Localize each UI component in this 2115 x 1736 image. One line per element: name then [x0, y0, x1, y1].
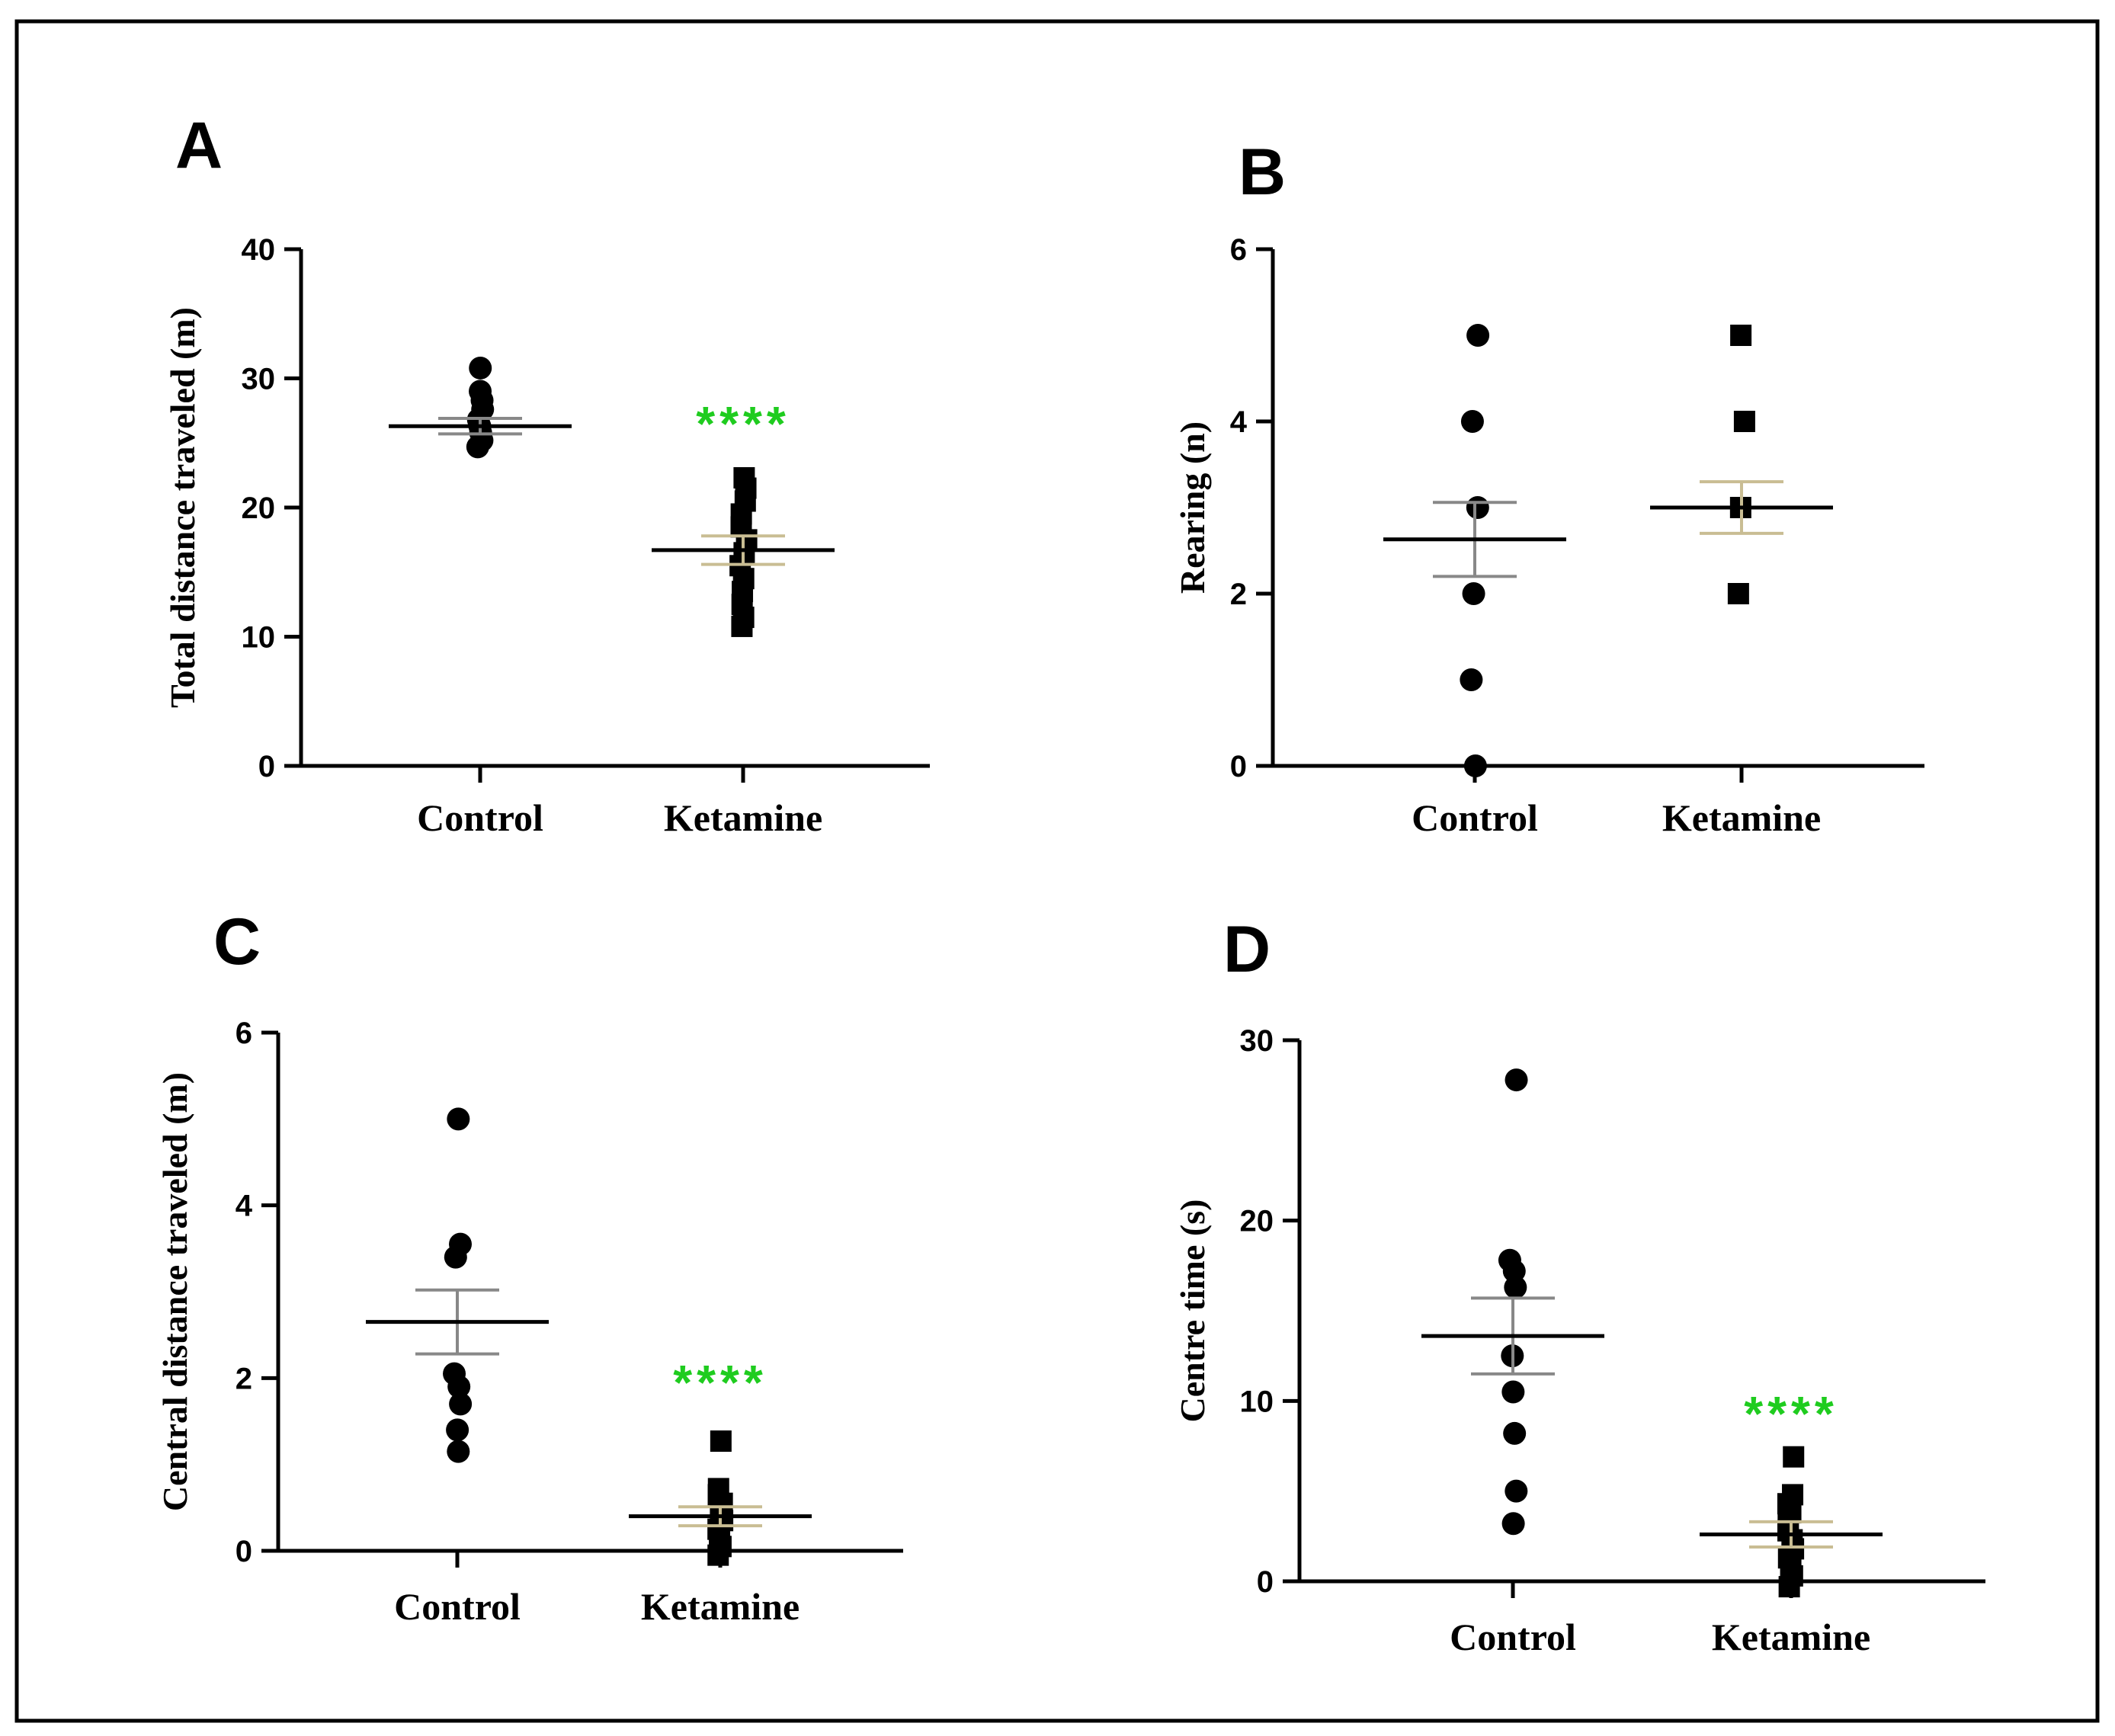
- data-point: [447, 1107, 470, 1131]
- x-category-label: Control: [1450, 1616, 1576, 1658]
- x-category-label: Ketamine: [664, 796, 822, 839]
- y-tick-label: 0: [1230, 750, 1247, 783]
- y-axis-label: Rearing (n): [1173, 421, 1212, 594]
- significance-label: ****: [673, 1355, 767, 1410]
- y-tick-label: 6: [1230, 233, 1247, 267]
- significance-label: ****: [1744, 1386, 1838, 1441]
- x-category-label: Control: [394, 1585, 521, 1628]
- data-point: [1460, 410, 1484, 433]
- data-point: [1498, 1248, 1521, 1272]
- y-axis-label: Total distance traveled (m): [163, 307, 202, 708]
- data-point: [1783, 1446, 1805, 1468]
- y-tick-label: 10: [1240, 1385, 1274, 1418]
- panel-letter: D: [1223, 913, 1271, 986]
- y-tick-label: 40: [242, 233, 276, 267]
- panel-letter: A: [175, 109, 223, 182]
- x-category-label: Control: [1412, 796, 1538, 839]
- data-point: [1466, 496, 1489, 519]
- panel-d: D 0 10 20 30 Control Ketamine Centre time (s) **…: [1173, 913, 1985, 1658]
- data-point: [449, 1392, 473, 1416]
- x-category-label: Ketamine: [641, 1585, 800, 1628]
- y-tick-label: 2: [236, 1362, 252, 1395]
- data-point: [1460, 668, 1483, 691]
- data-point: [1730, 325, 1752, 346]
- data-point: [1462, 582, 1485, 605]
- data-point: [469, 356, 492, 380]
- panel-letter: C: [213, 905, 261, 979]
- figure-border: [14, 19, 2100, 1723]
- y-axis-label: Central distance traveled (m): [155, 1072, 194, 1511]
- data-point: [1501, 1512, 1525, 1536]
- data-point: [443, 1362, 466, 1385]
- y-tick-label: 4: [1230, 405, 1248, 439]
- data-point: [1727, 583, 1749, 604]
- panel-b: B 0 2 4 6 Control Ketamine Rearing (n): [1173, 136, 1924, 839]
- data-point: [1505, 1068, 1528, 1092]
- data-point: [1504, 1276, 1527, 1299]
- y-tick-label: 4: [236, 1190, 253, 1223]
- data-point: [707, 1478, 729, 1500]
- significance-label: ****: [696, 396, 790, 451]
- data-point: [447, 1440, 470, 1463]
- x-category-label: Control: [417, 796, 543, 839]
- y-tick-label: 10: [242, 621, 276, 655]
- data-point: [710, 1430, 732, 1453]
- data-point: [1782, 1484, 1804, 1506]
- data-point: [1505, 1479, 1528, 1503]
- data-point: [446, 1418, 469, 1442]
- x-category-label: Ketamine: [1712, 1616, 1870, 1658]
- y-tick-label: 0: [236, 1535, 252, 1568]
- y-tick-label: 0: [1257, 1565, 1274, 1599]
- panel-letter: B: [1239, 136, 1286, 209]
- data-point: [469, 380, 492, 403]
- data-point: [448, 1232, 472, 1256]
- y-tick-label: 20: [242, 492, 276, 525]
- y-tick-label: 6: [236, 1017, 252, 1050]
- data-point: [1503, 1421, 1527, 1445]
- panel-c: C 0 2 4 6 Control Ketamine Central distance tra…: [155, 905, 903, 1628]
- x-category-label: Ketamine: [1662, 796, 1821, 839]
- y-tick-label: 2: [1230, 578, 1247, 611]
- data-point: [1466, 324, 1490, 347]
- panel-a: A 0 10 20 30 40 Control Ketamine Total distance …: [163, 109, 930, 839]
- y-tick-label: 0: [258, 750, 275, 783]
- y-tick-label: 30: [242, 363, 276, 396]
- data-point: [1463, 754, 1487, 777]
- data-point: [1501, 1380, 1525, 1404]
- y-tick-label: 20: [1240, 1205, 1274, 1238]
- y-axis-label: Centre time (s): [1173, 1200, 1212, 1423]
- data-point: [1733, 411, 1755, 432]
- data-point: [733, 467, 755, 489]
- y-tick-label: 30: [1240, 1024, 1274, 1058]
